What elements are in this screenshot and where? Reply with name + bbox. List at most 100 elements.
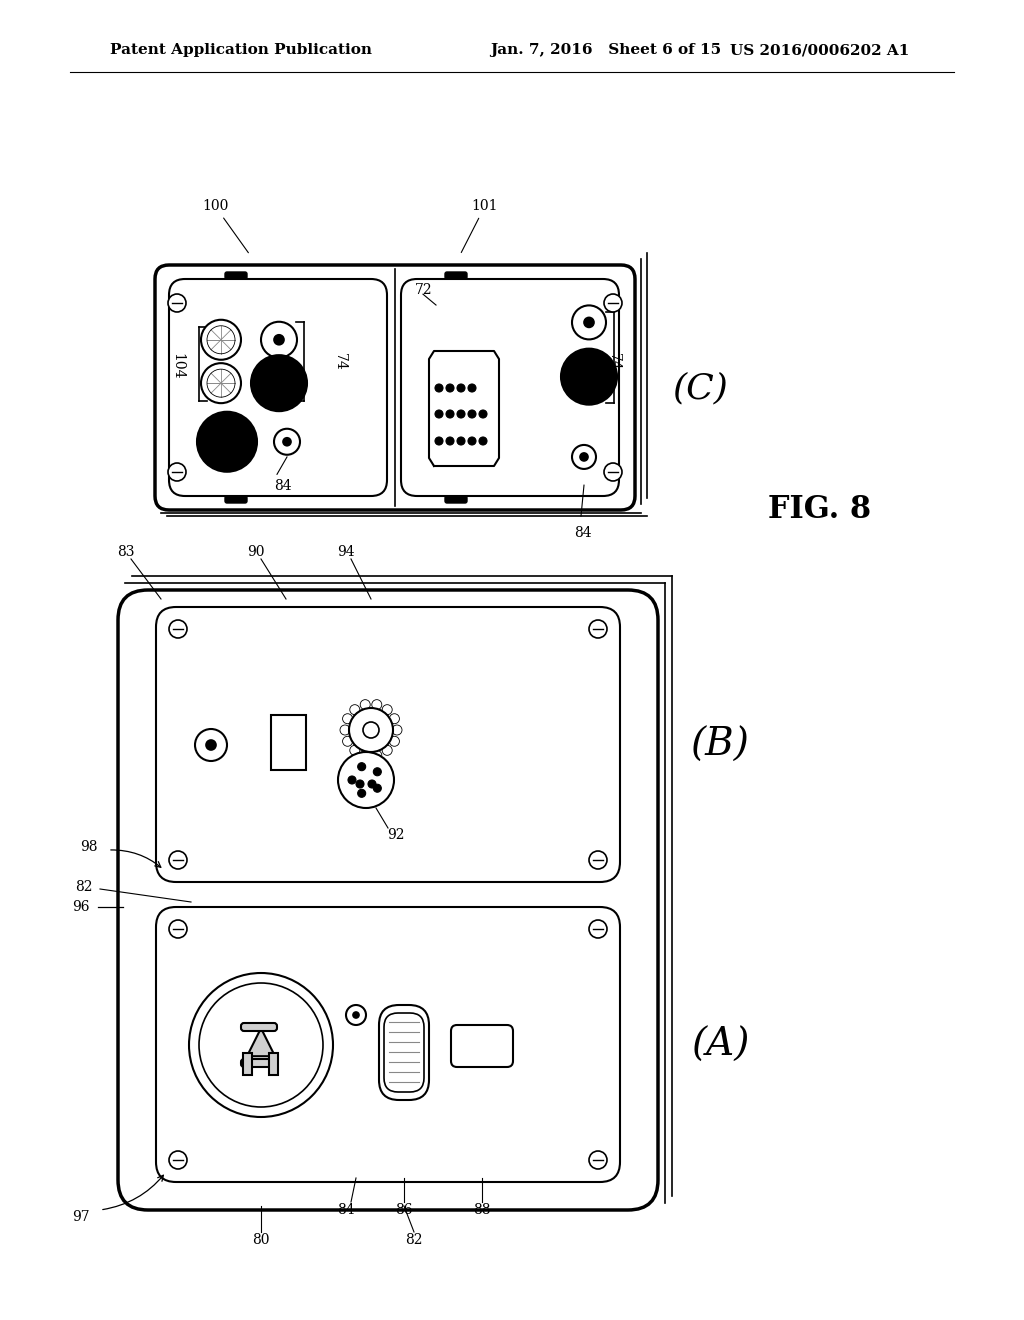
FancyBboxPatch shape [241,1059,278,1067]
Circle shape [274,429,300,455]
Circle shape [589,620,607,638]
Circle shape [435,411,443,418]
Circle shape [446,384,454,392]
Circle shape [468,411,476,418]
Circle shape [580,453,588,461]
Text: 82: 82 [76,880,93,894]
Text: 88: 88 [473,1203,490,1217]
Circle shape [589,920,607,939]
Circle shape [251,355,307,411]
Circle shape [389,737,399,746]
FancyBboxPatch shape [445,496,467,503]
Circle shape [353,1012,359,1018]
Text: 97: 97 [73,1210,90,1224]
Text: 80: 80 [252,1233,269,1247]
Circle shape [343,737,352,746]
Circle shape [368,780,376,788]
Circle shape [374,768,381,776]
Circle shape [457,384,465,392]
Circle shape [346,1005,366,1026]
FancyBboxPatch shape [379,1005,429,1100]
Circle shape [392,725,402,735]
Circle shape [362,722,379,738]
Circle shape [561,348,617,405]
Circle shape [357,789,366,797]
Circle shape [199,983,323,1107]
Text: 86: 86 [395,1203,413,1217]
Text: 96: 96 [73,900,90,913]
Text: (C): (C) [672,371,728,405]
Bar [271,715,306,770]
FancyBboxPatch shape [401,279,618,496]
FancyBboxPatch shape [451,1026,513,1067]
Circle shape [589,851,607,869]
Circle shape [604,463,622,480]
Circle shape [382,746,392,755]
Text: 101: 101 [461,199,499,252]
Circle shape [343,714,352,723]
Text: 104: 104 [170,352,184,379]
Text: (A): (A) [691,1027,750,1064]
Bar [243,1053,252,1074]
Text: 84: 84 [274,479,292,492]
Circle shape [201,363,241,403]
Circle shape [261,322,297,358]
Text: 92: 92 [387,828,404,842]
Circle shape [457,411,465,418]
Circle shape [589,1151,607,1170]
Text: 98: 98 [81,840,98,854]
Circle shape [356,780,364,788]
Circle shape [350,746,359,755]
Circle shape [168,294,186,312]
Circle shape [195,729,227,762]
FancyBboxPatch shape [241,1023,278,1031]
Circle shape [572,445,596,469]
Circle shape [340,725,350,735]
Circle shape [169,851,187,869]
Circle shape [468,437,476,445]
Circle shape [572,305,606,339]
Text: FIG. 8: FIG. 8 [768,495,871,525]
Circle shape [274,335,284,345]
Circle shape [479,437,487,445]
FancyBboxPatch shape [225,272,247,279]
FancyBboxPatch shape [156,907,620,1181]
Circle shape [338,752,394,808]
Text: 94: 94 [337,545,354,558]
Bar [269,1053,278,1074]
Circle shape [197,412,257,471]
Text: 72: 72 [415,282,432,297]
Text: (B): (B) [690,726,750,763]
Circle shape [374,784,381,792]
Circle shape [457,437,465,445]
Circle shape [360,750,371,760]
Circle shape [189,973,333,1117]
Text: 82: 82 [406,1233,423,1247]
FancyBboxPatch shape [384,1012,424,1092]
Circle shape [372,750,382,760]
Circle shape [349,708,393,752]
Circle shape [348,776,356,784]
FancyBboxPatch shape [169,279,387,496]
Text: Patent Application Publication: Patent Application Publication [110,44,372,57]
Text: 83: 83 [118,545,135,558]
Circle shape [435,437,443,445]
Circle shape [446,411,454,418]
Circle shape [479,411,487,418]
Circle shape [201,319,241,360]
Polygon shape [429,351,499,466]
Circle shape [372,700,382,710]
Text: 84: 84 [574,525,592,540]
Circle shape [382,705,392,714]
FancyBboxPatch shape [225,496,247,503]
Circle shape [169,1151,187,1170]
FancyBboxPatch shape [156,607,620,882]
Circle shape [283,438,291,446]
Circle shape [446,437,454,445]
Circle shape [468,384,476,392]
FancyBboxPatch shape [118,590,658,1210]
Text: 74: 74 [333,352,346,371]
Circle shape [389,714,399,723]
Text: US 2016/0006202 A1: US 2016/0006202 A1 [730,44,909,57]
Circle shape [168,463,186,480]
